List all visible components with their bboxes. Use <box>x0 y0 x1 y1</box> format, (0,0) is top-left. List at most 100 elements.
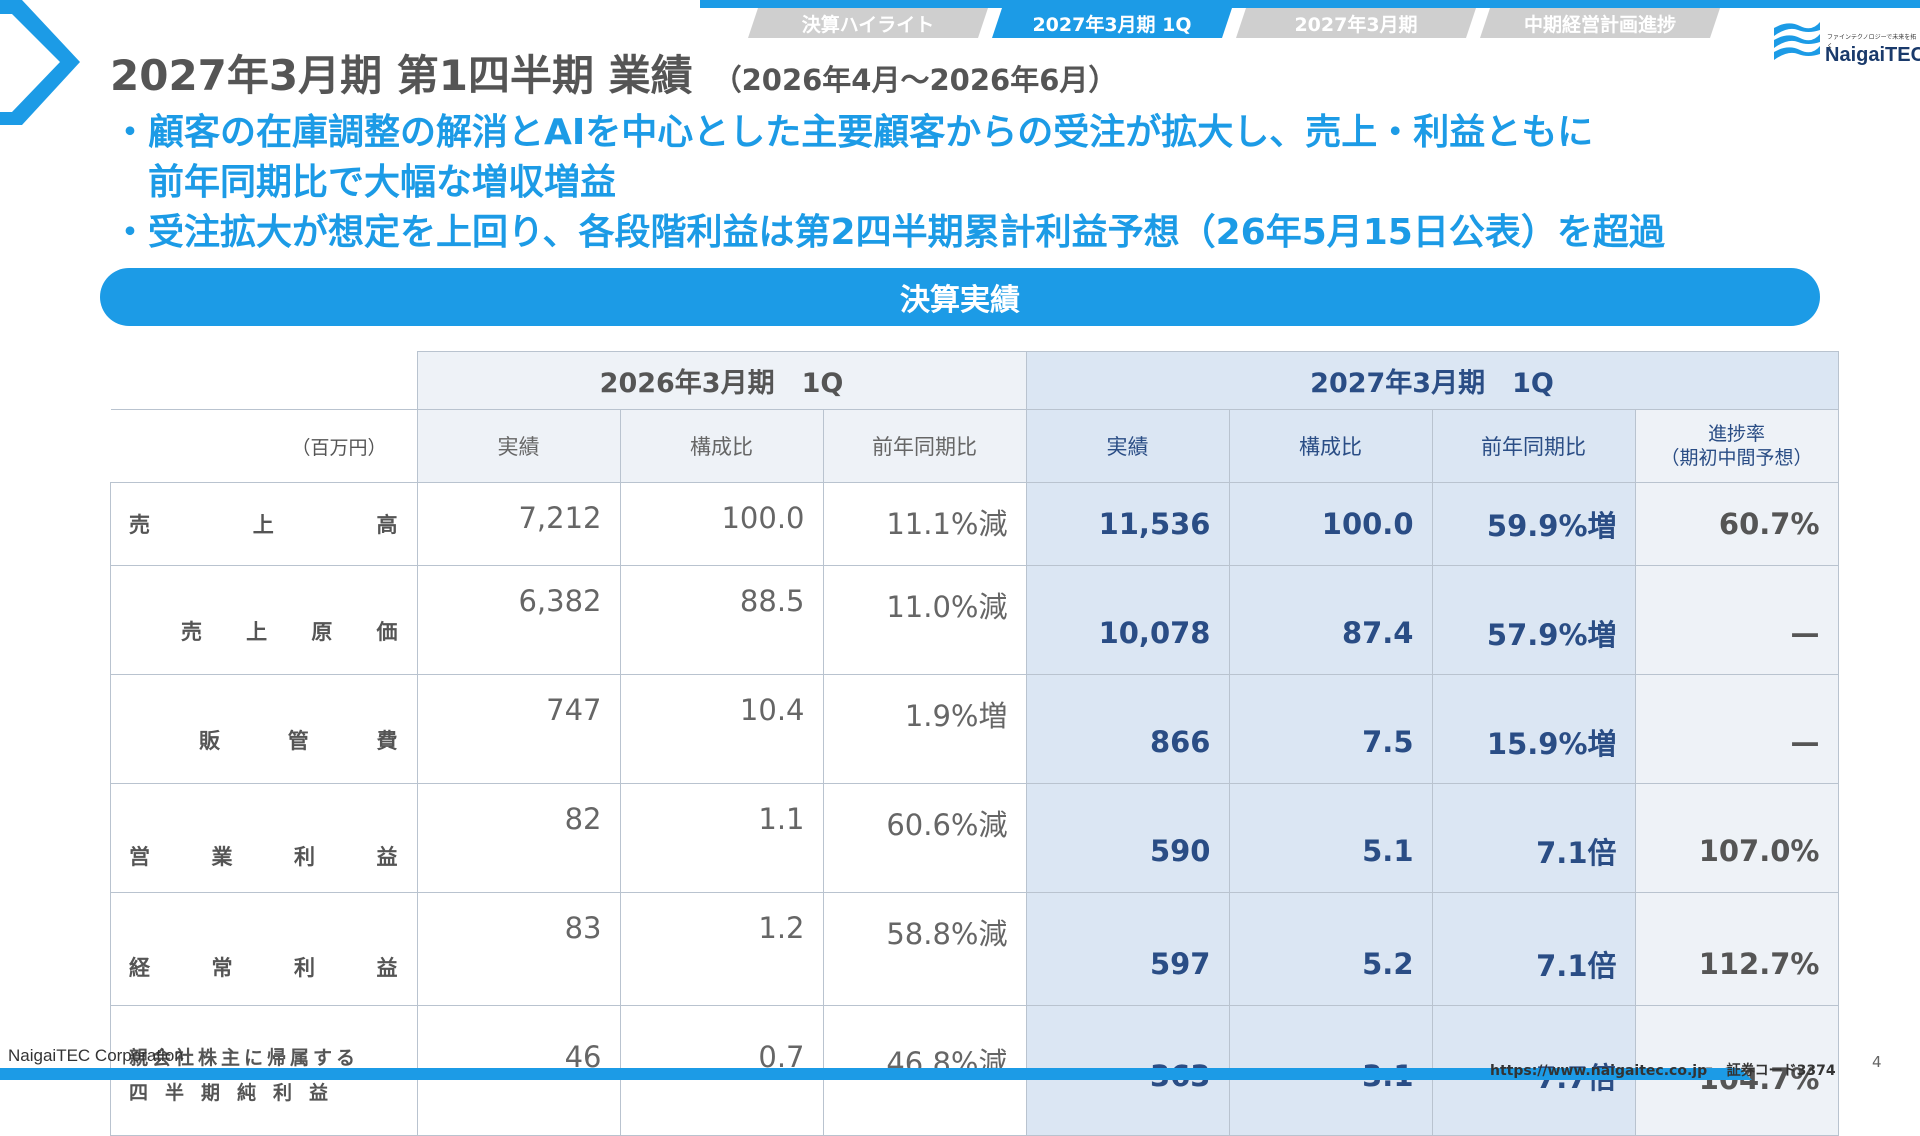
title-period: （2026年4月～2026年6月） <box>712 63 1118 97</box>
row-label-line1: 親会社株主に帰属する <box>129 1046 360 1069</box>
cell-prev-yoy: 11.1%減 <box>822 482 1027 566</box>
footer-url-line: https://www.naigaitec.co.jp 証券コード3374 <box>1490 1060 1836 1080</box>
row-label-line2: 四半期純利益 <box>129 1081 346 1104</box>
col-progress-line1: 進捗率 <box>1707 423 1765 445</box>
cell-prev-ratio: 10.4 <box>619 674 824 784</box>
tab-fy2027[interactable]: 2027年3月期 <box>1236 8 1476 38</box>
table-corner <box>110 351 418 410</box>
tab-highlights[interactable]: 決算ハイライト <box>748 8 988 38</box>
cell-prev-yoy: 58.8%減 <box>822 892 1027 1006</box>
row-label-char: 管 <box>287 729 310 753</box>
cell-progress: 107.0% <box>1634 783 1839 893</box>
row-label-sga: 販 管 費 <box>110 674 418 784</box>
cell-prev-yoy: 11.0%減 <box>822 565 1027 675</box>
prev-period-header: 2026年3月期 1Q <box>416 351 1027 410</box>
chevron-decoration-icon <box>0 0 80 125</box>
bullet-line-3: ・受注拡大が想定を上回り、各段階利益は第2四半期累計利益予想（26年5月15日公… <box>112 212 1665 253</box>
table-row: 売 上 原 価 6,382 88.5 11.0%減 10,078 87.4 57… <box>110 565 1839 675</box>
row-label-char: 上 <box>246 620 269 644</box>
col-prev-actual: 実績 <box>416 409 621 483</box>
bullet-line-1: ・顧客の在庫調整の解消とAIを中心とした主要顧客からの受注が拡大し、売上・利益と… <box>112 112 1594 153</box>
cell-cur-ratio: 100.0 <box>1228 482 1433 566</box>
row-label-char: 経 <box>129 956 151 980</box>
cell-prev-actual: 6,382 <box>416 565 621 675</box>
cell-cur-ratio: 87.4 <box>1228 565 1433 675</box>
row-label-char: 営 <box>129 845 151 869</box>
row-label-char: 高 <box>376 513 399 537</box>
cell-cur-actual: 590 <box>1025 783 1230 893</box>
summary-bullets: ・顧客の在庫調整の解消とAIを中心とした主要顧客からの受注が拡大し、売上・利益と… <box>112 108 1665 258</box>
tab-midterm-plan[interactable]: 中期経営計画進捗 <box>1480 8 1720 38</box>
cell-cur-actual: 11,536 <box>1025 482 1230 566</box>
cur-period-header: 2027年3月期 1Q <box>1025 351 1839 410</box>
results-table: 2026年3月期 1Q 2027年3月期 1Q （百万円） 実績 構成比 前年同… <box>110 351 1839 1136</box>
row-label-ordinary-profit: 経 常 利 益 <box>110 892 418 1006</box>
footer-url[interactable]: https://www.naigaitec.co.jp <box>1490 1063 1708 1079</box>
table-row: 営 業 利 益 82 1.1 60.6%減 590 5.1 7.1倍 107.0… <box>110 783 1839 893</box>
logo-text: NaigaiTEC <box>1825 44 1920 66</box>
cell-cur-yoy: 15.9%増 <box>1431 674 1636 784</box>
cell-cur-ratio: 5.1 <box>1228 783 1433 893</box>
title-main: 2027年3月期 第1四半期 業績 <box>110 51 693 100</box>
row-label-char: 価 <box>376 620 399 644</box>
cell-progress: 112.7% <box>1634 892 1839 1006</box>
footer-accent-bar <box>0 1068 1752 1080</box>
cell-prev-actual: 747 <box>416 674 621 784</box>
cell-prev-actual: 83 <box>416 892 621 1006</box>
cell-cur-yoy: 7.1倍 <box>1431 783 1636 893</box>
results-banner: 決算実績 <box>100 268 1820 326</box>
table-row: 販 管 費 747 10.4 1.9%増 866 7.5 15.9%増 — <box>110 674 1839 784</box>
row-label-char: 売 <box>181 620 203 644</box>
table-row: 経 常 利 益 83 1.2 58.8%減 597 5.2 7.1倍 112.7… <box>110 892 1839 1006</box>
page-title: 2027年3月期 第1四半期 業績 （2026年4月～2026年6月） <box>110 42 1117 103</box>
row-label-char: 常 <box>211 956 234 980</box>
cell-prev-ratio: 88.5 <box>619 565 824 675</box>
bullet-line-2: 前年同期比で大幅な増収増益 <box>112 162 617 203</box>
logo-tagline: ファインテクノロジーで未来を拓く <box>1827 34 1917 50</box>
table-row: 売 上 高 7,212 100.0 11.1%減 11,536 100.0 59… <box>110 482 1839 566</box>
col-progress-line2: （期初中間予想） <box>1660 447 1813 469</box>
row-label-char: 業 <box>211 845 234 869</box>
row-label-char: 売 <box>129 513 151 537</box>
col-cur-yoy: 前年同期比 <box>1431 409 1636 483</box>
cell-cur-yoy: 7.1倍 <box>1431 892 1636 1006</box>
footer-stock-code: 証券コード3374 <box>1726 1063 1836 1079</box>
cell-progress: — <box>1634 674 1839 784</box>
cell-cur-yoy: 57.9%増 <box>1431 565 1636 675</box>
top-accent-line <box>700 0 1920 8</box>
cell-prev-yoy: 1.9%増 <box>822 674 1027 784</box>
naigaitec-logo-icon <box>1774 22 1820 60</box>
tab-fy2027-1q[interactable]: 2027年3月期 1Q <box>992 8 1232 38</box>
cell-cur-yoy: 59.9%増 <box>1431 482 1636 566</box>
cell-prev-yoy: 60.6%減 <box>822 783 1027 893</box>
col-prev-yoy: 前年同期比 <box>822 409 1027 483</box>
cell-prev-actual: 7,212 <box>416 482 621 566</box>
col-prev-ratio: 構成比 <box>619 409 824 483</box>
col-cur-actual: 実績 <box>1025 409 1230 483</box>
cell-prev-actual: 82 <box>416 783 621 893</box>
cell-progress: 60.7% <box>1634 482 1839 566</box>
footer-company: NaigaiTEC Corporation <box>8 1046 184 1065</box>
cell-cur-ratio: 7.5 <box>1228 674 1433 784</box>
row-label-operating-profit: 営 業 利 益 <box>110 783 418 893</box>
row-label-char: 上 <box>252 513 275 537</box>
col-cur-ratio: 構成比 <box>1228 409 1433 483</box>
cell-cur-actual: 866 <box>1025 674 1230 784</box>
cell-prev-ratio: 100.0 <box>619 482 824 566</box>
row-label-char: 原 <box>311 620 334 644</box>
cell-cur-actual: 597 <box>1025 892 1230 1006</box>
cell-prev-ratio: 1.2 <box>619 892 824 1006</box>
row-label-sales: 売 上 高 <box>110 482 418 566</box>
cell-cur-actual: 10,078 <box>1025 565 1230 675</box>
col-progress: 進捗率 （期初中間予想） <box>1634 409 1839 483</box>
unit-label: （百万円） <box>110 409 418 483</box>
row-label-char: 費 <box>376 729 399 753</box>
page-number: 4 <box>1872 1053 1882 1071</box>
row-label-cogs: 売 上 原 価 <box>110 565 418 675</box>
cell-prev-ratio: 1.1 <box>619 783 824 893</box>
cell-cur-ratio: 5.2 <box>1228 892 1433 1006</box>
row-label-char: 益 <box>376 956 399 980</box>
row-label-char: 利 <box>294 956 316 980</box>
cell-progress: — <box>1634 565 1839 675</box>
row-label-char: 販 <box>199 729 221 753</box>
